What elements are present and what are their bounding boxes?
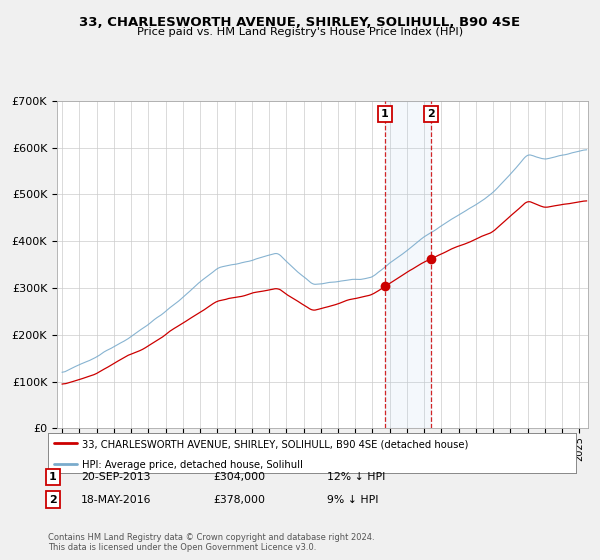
Text: 1: 1 (381, 109, 389, 119)
Text: 9% ↓ HPI: 9% ↓ HPI (327, 494, 379, 505)
Text: Price paid vs. HM Land Registry's House Price Index (HPI): Price paid vs. HM Land Registry's House … (137, 27, 463, 37)
Text: This data is licensed under the Open Government Licence v3.0.: This data is licensed under the Open Gov… (48, 543, 316, 552)
Text: 1: 1 (49, 472, 56, 482)
Text: 33, CHARLESWORTH AVENUE, SHIRLEY, SOLIHULL, B90 4SE (detached house): 33, CHARLESWORTH AVENUE, SHIRLEY, SOLIHU… (82, 439, 469, 449)
Text: 20-SEP-2013: 20-SEP-2013 (81, 472, 151, 482)
Bar (385, 101, 431, 428)
Text: Contains HM Land Registry data © Crown copyright and database right 2024.: Contains HM Land Registry data © Crown c… (48, 533, 374, 542)
Text: 2: 2 (49, 494, 56, 505)
Text: 33, CHARLESWORTH AVENUE, SHIRLEY, SOLIHULL, B90 4SE: 33, CHARLESWORTH AVENUE, SHIRLEY, SOLIHU… (79, 16, 521, 29)
Text: HPI: Average price, detached house, Solihull: HPI: Average price, detached house, Soli… (82, 460, 303, 470)
Text: 12% ↓ HPI: 12% ↓ HPI (327, 472, 385, 482)
Text: £378,000: £378,000 (213, 494, 265, 505)
Text: £304,000: £304,000 (213, 472, 265, 482)
Text: 2: 2 (427, 109, 434, 119)
Text: 18-MAY-2016: 18-MAY-2016 (81, 494, 151, 505)
